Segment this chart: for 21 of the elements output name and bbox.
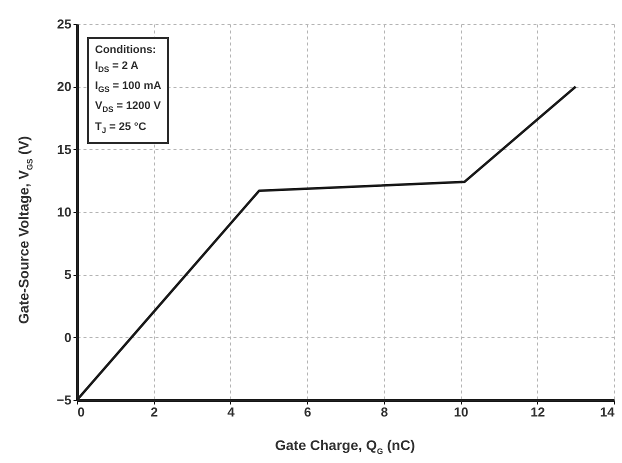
x-tick-label: 6 <box>304 404 312 420</box>
annotation: V$_{DS}$ = 1200 V <box>95 99 162 117</box>
y-tick-label: −5 <box>56 392 72 408</box>
y-tick-label: 25 <box>57 16 72 32</box>
annotation: I$_{DS}$ = 2 A <box>95 59 140 76</box>
x-tick-label: 12 <box>530 404 546 420</box>
annotation: Conditions: <box>95 43 158 58</box>
y-tick-label: 0 <box>64 330 72 345</box>
y-tick-label: 10 <box>57 204 72 220</box>
annotation: T$_{J}$ = 25 °C <box>95 120 148 137</box>
x-tick-label: 0 <box>78 404 85 420</box>
x-tick-label: 2 <box>150 404 158 420</box>
x-tick-label: 14 <box>600 404 616 420</box>
x-axis-title: Gate Charge, Q$_{G}$ (nC) <box>274 437 416 456</box>
x-tick-label: 8 <box>380 404 388 420</box>
x-tick-label: 10 <box>454 404 468 420</box>
annotation: I$_{GS}$ = 100 mA <box>95 79 162 96</box>
y-tick-label: 5 <box>64 267 72 282</box>
y-tick-label: 15 <box>57 142 72 157</box>
x-tick-label: 4 <box>227 404 236 420</box>
y-tick-label: 20 <box>57 79 72 94</box>
